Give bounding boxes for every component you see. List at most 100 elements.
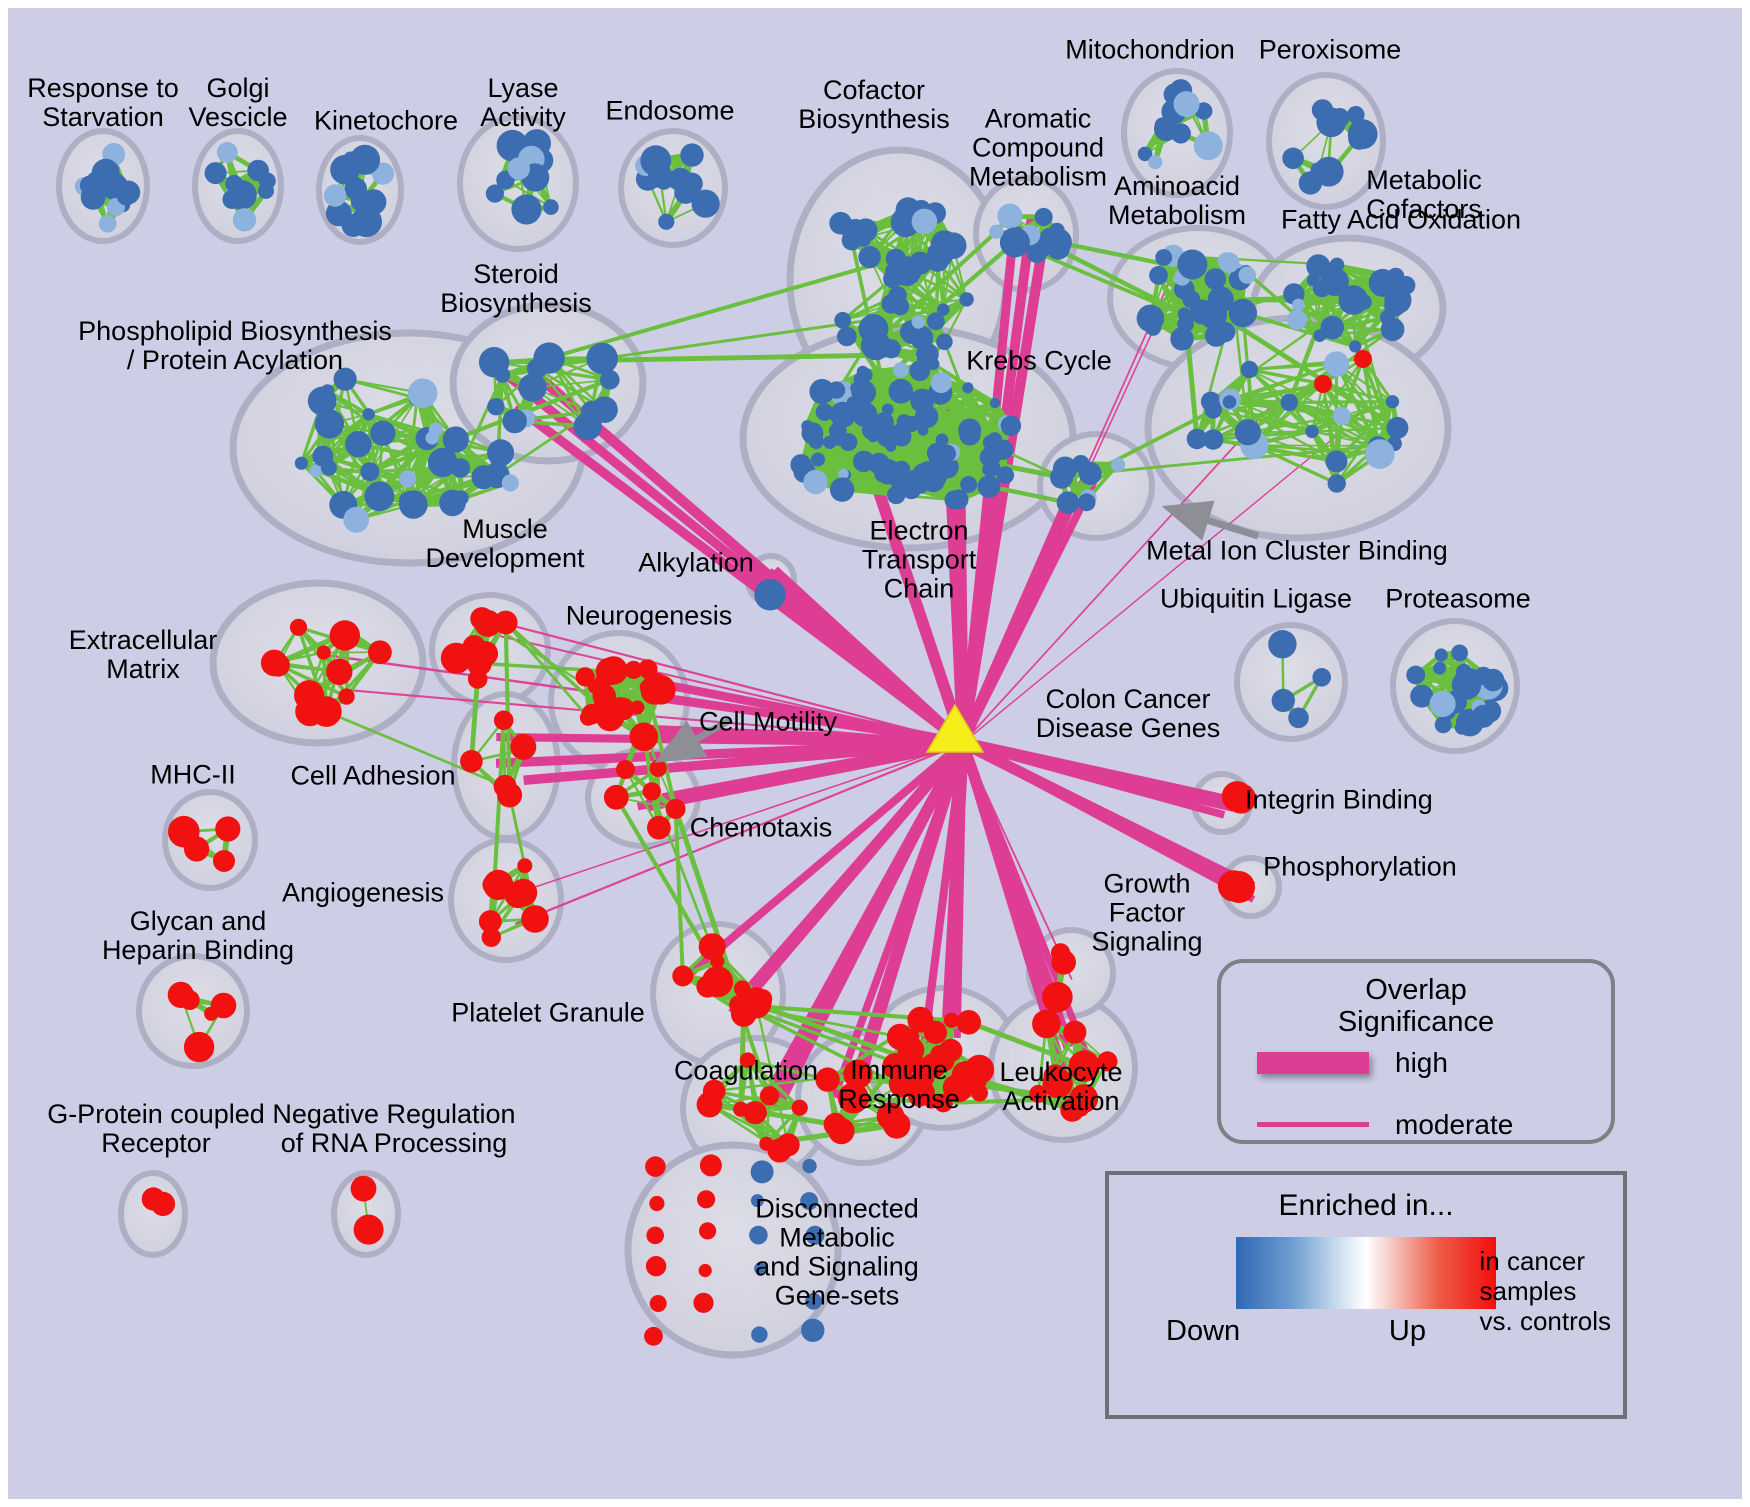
- gene-set-node[interactable]: [368, 640, 392, 665]
- gene-set-node[interactable]: [204, 162, 227, 185]
- gene-set-node[interactable]: [838, 468, 849, 480]
- gene-set-node[interactable]: [908, 251, 932, 275]
- cluster-ellipse-glycan-and-heparin-binding[interactable]: [136, 953, 250, 1069]
- gene-set-node[interactable]: [1000, 415, 1022, 436]
- gene-set-node[interactable]: [320, 384, 335, 398]
- gene-set-node[interactable]: [1406, 665, 1426, 685]
- gene-set-node[interactable]: [992, 439, 1014, 460]
- gene-set-node[interactable]: [1155, 249, 1173, 266]
- gene-set-node[interactable]: [791, 1099, 808, 1116]
- gene-set-node[interactable]: [858, 245, 881, 269]
- gene-set-node[interactable]: [1354, 350, 1372, 368]
- gene-set-node[interactable]: [326, 658, 353, 685]
- gene-set-node[interactable]: [338, 688, 355, 705]
- gene-set-node[interactable]: [837, 1082, 869, 1114]
- gene-set-node[interactable]: [1327, 474, 1346, 493]
- gene-set-node[interactable]: [1077, 493, 1096, 512]
- gene-set-node[interactable]: [595, 702, 625, 732]
- gene-set-node[interactable]: [1454, 720, 1469, 735]
- gene-set-node[interactable]: [819, 381, 833, 396]
- gene-set-node[interactable]: [511, 194, 542, 225]
- gene-set-node[interactable]: [1137, 146, 1153, 162]
- gene-set-node[interactable]: [344, 177, 368, 200]
- gene-set-node[interactable]: [910, 388, 935, 413]
- gene-set-node[interactable]: [1292, 298, 1305, 312]
- gene-set-node[interactable]: [874, 467, 890, 482]
- gene-set-node[interactable]: [1042, 1067, 1073, 1099]
- gene-set-node[interactable]: [1204, 268, 1227, 290]
- gene-set-node[interactable]: [649, 759, 667, 777]
- gene-set-node[interactable]: [815, 403, 834, 421]
- gene-set-node[interactable]: [599, 656, 628, 685]
- gene-set-node[interactable]: [1433, 661, 1446, 675]
- gene-set-node[interactable]: [629, 722, 659, 752]
- gene-set-node[interactable]: [881, 339, 901, 359]
- gene-set-node[interactable]: [843, 1059, 873, 1089]
- gene-set-node[interactable]: [1042, 981, 1073, 1013]
- gene-set-node[interactable]: [487, 398, 505, 416]
- gene-set-node[interactable]: [920, 1053, 947, 1079]
- gene-set-node[interactable]: [649, 1295, 667, 1312]
- gene-set-node[interactable]: [750, 1194, 764, 1208]
- gene-set-node[interactable]: [1410, 684, 1434, 708]
- gene-set-node[interactable]: [1238, 266, 1256, 284]
- gene-set-node[interactable]: [509, 878, 538, 907]
- gene-set-node[interactable]: [759, 1086, 780, 1106]
- gene-set-node[interactable]: [644, 1326, 663, 1346]
- gene-set-node[interactable]: [266, 653, 290, 677]
- gene-set-node[interactable]: [876, 423, 900, 448]
- gene-set-node[interactable]: [345, 431, 372, 458]
- gene-set-node[interactable]: [573, 412, 602, 441]
- gene-set-node[interactable]: [776, 1133, 800, 1157]
- gene-set-node[interactable]: [959, 292, 974, 307]
- gene-set-node[interactable]: [543, 199, 559, 215]
- gene-set-node[interactable]: [179, 990, 200, 1010]
- gene-set-node[interactable]: [674, 181, 697, 204]
- gene-set-node[interactable]: [1219, 252, 1240, 273]
- gene-set-node[interactable]: [1034, 207, 1053, 227]
- gene-set-node[interactable]: [362, 408, 375, 421]
- gene-set-node[interactable]: [360, 462, 380, 482]
- gene-set-node[interactable]: [860, 337, 879, 356]
- gene-set-node[interactable]: [639, 679, 655, 695]
- gene-set-node[interactable]: [802, 1158, 817, 1174]
- gene-set-node[interactable]: [349, 144, 381, 175]
- gene-set-node[interactable]: [1306, 274, 1320, 287]
- gene-set-node[interactable]: [927, 357, 940, 370]
- gene-set-node[interactable]: [750, 1160, 774, 1184]
- gene-set-node[interactable]: [640, 145, 672, 177]
- gene-set-node[interactable]: [518, 373, 547, 402]
- gene-set-node[interactable]: [647, 815, 671, 840]
- gene-set-node[interactable]: [754, 1262, 767, 1275]
- gene-set-node[interactable]: [658, 213, 675, 230]
- gene-set-node[interactable]: [948, 489, 969, 510]
- gene-set-node[interactable]: [665, 798, 686, 819]
- gene-set-node[interactable]: [1051, 943, 1071, 963]
- gene-set-node[interactable]: [926, 312, 945, 331]
- gene-set-node[interactable]: [603, 784, 629, 810]
- gene-set-node[interactable]: [800, 1192, 819, 1211]
- gene-set-node[interactable]: [939, 1038, 963, 1063]
- gene-set-node[interactable]: [316, 645, 331, 660]
- gene-set-node[interactable]: [323, 184, 347, 207]
- gene-set-node[interactable]: [1386, 416, 1409, 439]
- gene-set-node[interactable]: [710, 954, 725, 969]
- gene-set-node[interactable]: [1073, 1100, 1089, 1117]
- gene-set-node[interactable]: [803, 469, 828, 495]
- gene-set-node[interactable]: [1311, 99, 1334, 121]
- gene-set-node[interactable]: [1032, 1009, 1061, 1039]
- gene-set-node[interactable]: [853, 450, 875, 473]
- gene-set-node[interactable]: [743, 1101, 767, 1125]
- gene-set-node[interactable]: [1050, 465, 1074, 489]
- gene-set-node[interactable]: [853, 372, 868, 387]
- gene-set-node[interactable]: [630, 700, 645, 715]
- gene-set-node[interactable]: [943, 1012, 960, 1028]
- gene-set-node[interactable]: [1177, 249, 1208, 280]
- gene-set-node[interactable]: [370, 420, 396, 446]
- gene-set-node[interactable]: [351, 206, 382, 238]
- gene-set-node[interactable]: [213, 850, 235, 872]
- gene-set-node[interactable]: [1148, 155, 1163, 170]
- gene-set-node[interactable]: [693, 1292, 714, 1313]
- gene-set-node[interactable]: [701, 966, 734, 998]
- gene-set-node[interactable]: [1268, 630, 1297, 659]
